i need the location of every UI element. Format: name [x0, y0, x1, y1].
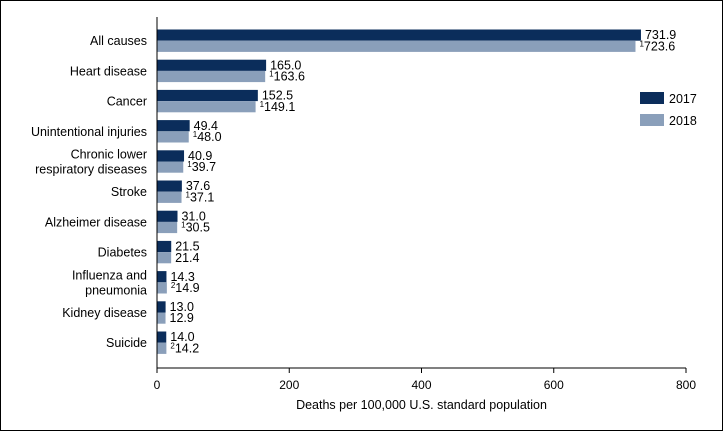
value-label: 31.0: [181, 209, 205, 223]
bar-2018: [157, 342, 167, 354]
bar-2017: [157, 89, 258, 102]
value-label: 40.9: [188, 149, 212, 163]
category-label: Unintentional injuries: [31, 125, 147, 139]
value-label: 1149.1: [260, 100, 296, 114]
category-label-line: Stroke: [111, 185, 147, 199]
bar-2017: [157, 150, 185, 162]
bar-2017: [157, 240, 172, 253]
category-label-line: Cancer: [107, 95, 147, 109]
category-label: Diabetes: [98, 246, 147, 260]
legend-label: 2017: [669, 92, 697, 106]
footnote-marker: 2: [170, 341, 175, 350]
footnote-marker: 2: [171, 281, 176, 290]
value-label: 13.0: [170, 300, 194, 314]
category-label-line: respiratory diseases: [35, 163, 147, 177]
bar-2018: [157, 161, 184, 173]
bar-2018: [157, 282, 167, 294]
category-label-line: Kidney disease: [62, 306, 147, 320]
footnote-marker: 1: [639, 39, 644, 48]
category-label-line: Chronic lower: [71, 148, 147, 162]
value-label: 130.5: [181, 221, 210, 235]
x-tick-label: 600: [544, 378, 564, 392]
footnote-marker: 1: [186, 190, 191, 199]
category-label: Alzheimer disease: [45, 215, 147, 229]
x-tick-label: 0: [154, 378, 161, 392]
category-label-line: Unintentional injuries: [31, 125, 147, 139]
value-label: 37.6: [186, 179, 210, 193]
value-text: 14.2: [175, 341, 199, 355]
footnote-marker: 1: [260, 100, 265, 109]
value-text: 14.9: [175, 281, 199, 295]
category-label-line: All causes: [90, 34, 147, 48]
footnote-marker: 1: [193, 130, 198, 139]
category-label-line: Heart disease: [70, 64, 147, 78]
value-label: 21.4: [175, 251, 199, 265]
footnote-marker: 1: [181, 221, 186, 230]
bar-2018: [157, 70, 266, 83]
category-label-line: pneumonia: [85, 283, 147, 297]
bar-2017: [157, 331, 167, 343]
value-label: 21.5: [175, 240, 199, 254]
category-label-line: Suicide: [106, 336, 147, 350]
value-label: 165.0: [270, 58, 301, 72]
legend-swatch-2017: [640, 92, 664, 104]
legend-swatch-2018: [640, 114, 664, 126]
category-label: Stroke: [111, 185, 147, 199]
x-tick-label: 200: [279, 378, 299, 392]
legend-label: 2018: [669, 114, 697, 128]
value-text: 48.0: [197, 130, 221, 144]
value-label: 152.5: [262, 89, 293, 103]
value-text: 163.6: [274, 70, 305, 84]
value-label: 1723.6: [639, 39, 675, 53]
bar-2017: [157, 29, 641, 41]
footnote-marker: 1: [269, 70, 274, 79]
bar-2018: [157, 101, 256, 113]
category-label: Suicide: [106, 336, 147, 350]
value-label: 731.9: [645, 28, 676, 42]
bar-2017: [157, 210, 178, 222]
bar-2018: [157, 40, 636, 52]
x-axis-title: Deaths per 100,000 U.S. standard populat…: [296, 398, 547, 412]
value-label: 14.0: [170, 330, 194, 344]
bar-2018: [157, 221, 178, 234]
value-text: 39.7: [192, 160, 216, 174]
x-tick-label: 800: [676, 378, 696, 392]
category-label-line: Influenza and: [72, 268, 147, 282]
value-text: 30.5: [186, 221, 210, 235]
bar-2017: [157, 120, 190, 132]
bar-2017: [157, 180, 182, 192]
value-label: 12.9: [170, 311, 194, 325]
value-label: 148.0: [193, 130, 222, 144]
category-label: Influenza and pneumonia: [72, 268, 147, 297]
value-text: 37.1: [190, 190, 214, 204]
category-label-line: Diabetes: [98, 246, 147, 260]
bar-2017: [157, 271, 167, 283]
bar-2017: [157, 301, 166, 313]
value-label: 139.7: [187, 160, 216, 174]
bar-2018: [157, 252, 172, 264]
bar-2017: [157, 59, 267, 71]
value-text: 149.1: [264, 100, 295, 114]
value-label: 214.2: [170, 341, 199, 355]
category-label-line: Alzheimer disease: [45, 215, 147, 229]
bar-2018: [157, 312, 166, 324]
category-label: Kidney disease: [62, 306, 147, 320]
category-label: Heart disease: [70, 64, 147, 78]
value-text: 723.6: [644, 39, 675, 53]
x-tick-label: 400: [411, 378, 431, 392]
footnote-marker: 1: [187, 160, 192, 169]
value-label: 1163.6: [269, 70, 305, 84]
value-label: 214.9: [171, 281, 200, 295]
category-label: Cancer: [107, 95, 147, 109]
category-label: Chronic lower respiratory diseases: [35, 148, 147, 177]
category-label: All causes: [90, 34, 147, 48]
value-label: 137.1: [186, 190, 215, 204]
value-label: 49.4: [194, 119, 218, 133]
value-label: 14.3: [170, 270, 194, 284]
bar-2018: [157, 191, 182, 203]
bar-2018: [157, 131, 189, 143]
